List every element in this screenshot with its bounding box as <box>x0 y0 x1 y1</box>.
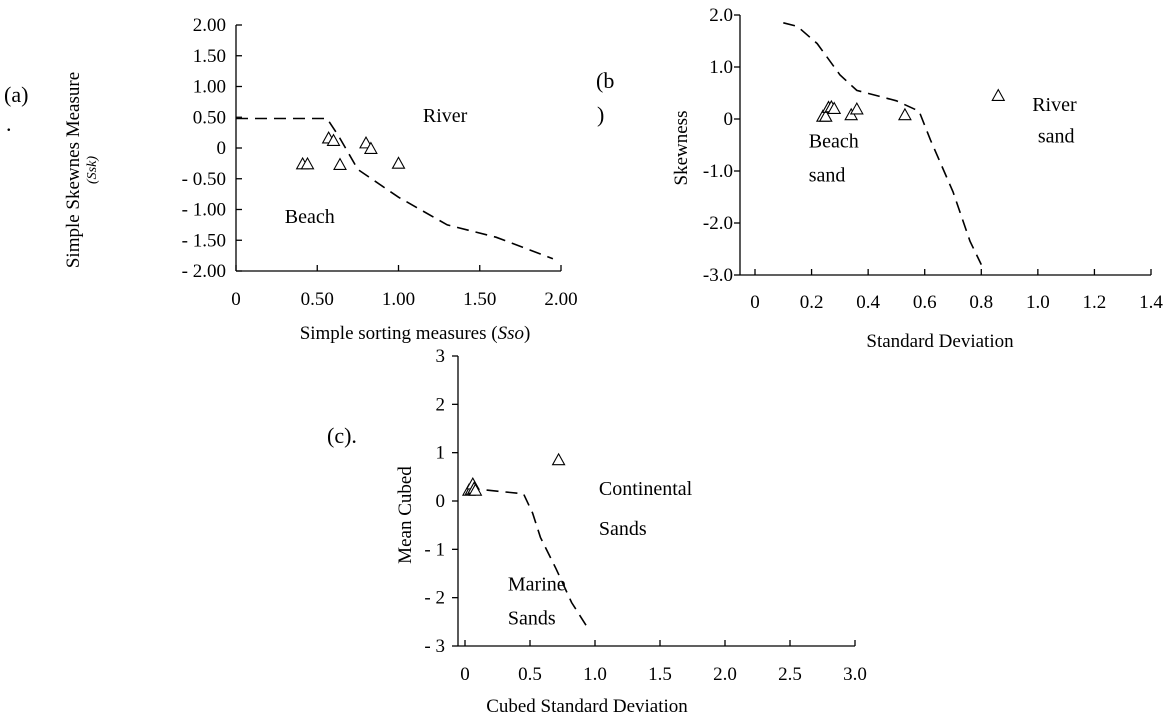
panel-c-region-label: Sands <box>508 607 556 629</box>
panel-c-x-tick-label: 3.0 <box>843 664 867 685</box>
panel-b-x-tick-label: 0 <box>750 292 760 313</box>
panel-a-plot: 2.00 1.50 1.00 0.50 0 - 0.50 - 1.00 - 1.50 - 2.0… <box>182 15 578 310</box>
panel-c-label: (c). <box>327 423 357 448</box>
panel-a-data-point <box>391 156 406 169</box>
panel-b-x-tick-label: 0.6 <box>913 292 937 313</box>
panel-a-x-axis-label-close: ) <box>524 323 530 344</box>
panel-b-region-label: River <box>1032 94 1077 116</box>
panel-c-x-axis-label: Cubed Standard Deviation <box>486 696 688 717</box>
panel-a-y-tick-label: 0 <box>217 138 227 159</box>
panel-c-data-point <box>468 483 483 496</box>
panel-b-label: (b <box>596 68 614 93</box>
panel-c-y-tick-label: - 2 <box>424 588 445 609</box>
panel-c-x-tick-label: 1.0 <box>583 664 607 685</box>
panel-b-boundary-line <box>783 22 983 265</box>
panel-b-data-point <box>897 107 912 121</box>
panel-a-y-tick-label: 1.50 <box>193 46 226 67</box>
panel-a-data-point <box>333 157 347 170</box>
panel-c-y-tick-label: 0 <box>436 491 446 512</box>
panel-a-region-label: Beach <box>285 206 335 228</box>
panel-b-y-tick-label: -3.0 <box>703 265 733 286</box>
panel-b-y-tick-label: -2.0 <box>703 213 733 234</box>
panel-c-x-tick-label: 2.0 <box>713 664 737 685</box>
panel-b-y-tick-label: -1.0 <box>703 161 733 182</box>
panel-a-y-tick-label: 1.00 <box>193 77 226 98</box>
panel-c-y-tick-label: 3 <box>436 346 446 367</box>
panel-b-region-label: sand <box>1038 125 1075 147</box>
panel-b-y-axis-label-group: Skewness <box>671 111 692 186</box>
panel-c-x-tick-label: 0.5 <box>518 664 542 685</box>
panel-c: (c). 3 2 1 0 - 1 - 2 - 3 0 0.5 1.0 1.5 2.0 2.5 3.0 Con… <box>327 346 867 717</box>
panel-b-y-tick-label: 1.0 <box>709 57 733 78</box>
panel-b-data-point <box>991 88 1006 101</box>
panel-c-data-point <box>551 452 566 466</box>
panel-a-label-dot: . <box>6 111 12 136</box>
panel-b-region-label: Beach <box>809 131 859 153</box>
panel-b-y-tick-label: 0 <box>724 109 734 130</box>
panel-a-y-tick-label: 2.00 <box>193 15 226 36</box>
panel-a-data-point <box>363 141 378 154</box>
panel-b-label-tail: ) <box>597 102 604 127</box>
panel-c-plot: 3 2 1 0 - 1 - 2 - 3 0 0.5 1.0 1.5 2.0 2.5 3.0 Continen… <box>424 346 866 685</box>
panel-c-x-tick-label: 1.5 <box>648 664 672 685</box>
panel-a-y-tick-label: - 1.00 <box>182 200 226 221</box>
panel-a-y-axis-label-group: Simple Skewnes Measure <box>63 72 84 268</box>
panel-b-data-point <box>827 101 842 114</box>
panel-c-y-tick-label: - 3 <box>424 636 445 657</box>
panel-a-x-tick-label: 0.50 <box>301 289 334 310</box>
panel-a-y-tick-label: - 0.50 <box>182 169 226 190</box>
panel-c-y-tick-label: 1 <box>436 443 446 464</box>
panel-b-x-tick-label: 0.8 <box>969 292 993 313</box>
panel-a-y-axis-label: Simple Skewnes Measure <box>63 72 84 268</box>
panel-a-x-tick-label: 0 <box>231 289 241 310</box>
panel-c-y-tick-label: 2 <box>436 394 446 415</box>
panel-b-region-label: sand <box>809 164 846 186</box>
panel-b-x-tick-label: 0.2 <box>800 292 824 313</box>
panel-b-x-tick-label: 0.4 <box>856 292 880 313</box>
panel-b-y-axis-label: Skewness <box>671 111 692 186</box>
panel-a-x-tick-label: 1.00 <box>382 289 415 310</box>
panel-b-x-axis-label: Standard Deviation <box>866 331 1014 352</box>
panel-b-data-point <box>818 109 833 122</box>
panel-a-y-tick-label: - 2.00 <box>182 261 226 282</box>
panel-b: (b ) 2.0 1.0 0 -1.0 -2.0 -3.0 0 0.2 0.4 0.6 0.8 1.0… <box>596 5 1163 352</box>
panel-a-x-tick-label: 2.00 <box>544 289 577 310</box>
panel-a-boundary-line <box>236 117 554 260</box>
panel-a-y-axis-sublabel: (Ssk) <box>85 156 100 184</box>
panel-a-label: (a) <box>4 82 28 107</box>
panel-a-y-axis-sublabel-group: (Ssk) <box>85 156 100 184</box>
panel-c-region-label: Sands <box>599 518 647 540</box>
panel-b-plot: 2.0 1.0 0 -1.0 -2.0 -3.0 0 0.2 0.4 0.6 0.8 1.0 1.2 1.… <box>703 5 1163 313</box>
panel-a-y-tick-label: - 1.50 <box>182 230 226 251</box>
panel-c-boundary-line <box>467 488 590 630</box>
panel-c-y-tick-label: - 1 <box>424 539 445 560</box>
panel-a-x-axis-label-text: Simple sorting measures ( <box>300 323 498 344</box>
panel-a-x-axis-label-italic: Sso <box>498 323 524 344</box>
panel-c-region-label: Continental <box>599 478 693 500</box>
panel-a-region-label: River <box>423 105 468 127</box>
panel-a-data-point <box>300 156 315 170</box>
panel-a-y-tick-label: 0.50 <box>193 107 226 128</box>
panel-b-x-tick-label: 1.4 <box>1139 292 1163 313</box>
panel-a-x-tick-label: 1.50 <box>463 289 496 310</box>
panel-a-data-point <box>326 133 341 146</box>
panel-b-y-tick-label: 2.0 <box>709 5 733 26</box>
panel-a: (a) . 2.00 1.50 1.00 0.50 0 - 0.50 - 1.00 - 1.5… <box>4 15 578 344</box>
panel-a-x-axis-label: Simple sorting measures (Sso) <box>300 323 531 344</box>
panel-b-x-tick-label: 1.2 <box>1083 292 1107 313</box>
panel-b-data-point <box>849 101 864 115</box>
panel-c-y-axis-label: Mean Cubed <box>395 466 416 564</box>
panel-c-y-axis-label-group: Mean Cubed <box>395 466 416 564</box>
panel-c-region-label: Marine <box>508 573 566 595</box>
panel-b-x-tick-label: 1.0 <box>1026 292 1050 313</box>
panel-c-x-tick-label: 0 <box>460 664 470 685</box>
panel-c-x-tick-label: 2.5 <box>778 664 802 685</box>
